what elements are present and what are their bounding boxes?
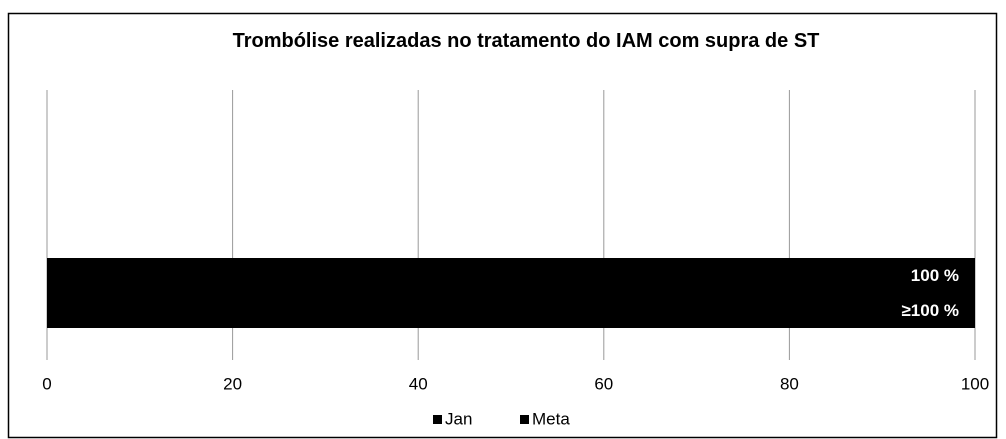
x-tick-label: 80 [780, 374, 799, 393]
x-tick-label: 20 [223, 374, 242, 393]
legend-swatch [433, 415, 442, 424]
legend-swatch [520, 415, 529, 424]
chart-border [7, 12, 998, 439]
value-label: ≥100 % [901, 301, 959, 320]
x-tick-label: 100 [961, 374, 989, 393]
x-tick-label: 60 [594, 374, 613, 393]
bar [47, 258, 975, 293]
value-label: 100 % [911, 266, 959, 285]
chart-title: Trombólise realizadas no tratamento do I… [232, 30, 820, 52]
x-tick-label: 40 [409, 374, 428, 393]
x-tick-label: 0 [42, 374, 51, 393]
legend-label: Jan [445, 409, 472, 428]
bar [47, 293, 975, 328]
legend-label: Meta [532, 409, 570, 428]
